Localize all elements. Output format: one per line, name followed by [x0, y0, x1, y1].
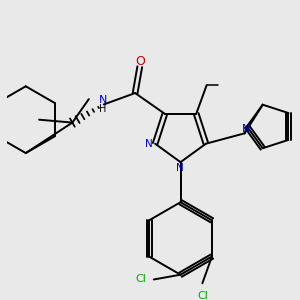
Text: Cl: Cl: [197, 291, 208, 300]
Text: N: N: [242, 124, 250, 134]
Text: N: N: [146, 139, 153, 149]
Text: O: O: [135, 55, 145, 68]
Text: Cl: Cl: [135, 274, 146, 284]
Text: H: H: [99, 104, 106, 114]
Text: N: N: [176, 163, 183, 173]
Text: N: N: [99, 95, 107, 105]
